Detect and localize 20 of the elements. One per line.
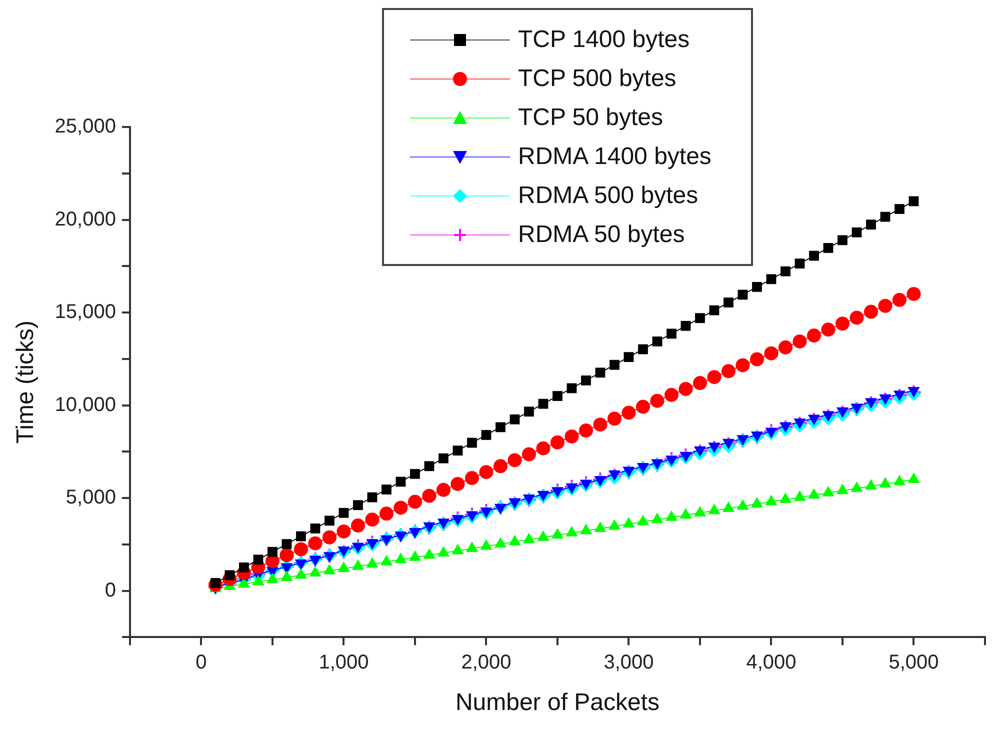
legend-label: RDMA 50 bytes	[518, 220, 685, 248]
y-tick-label: 20,000	[54, 208, 116, 230]
y-tick-label: 15,000	[54, 301, 116, 324]
legend-label: RDMA 1400 bytes	[518, 142, 712, 170]
x-tick-label: 4,000	[746, 652, 796, 674]
x-axis-title: Number of Packets	[455, 689, 660, 716]
x-tick-label: 5,000	[888, 652, 939, 674]
y-tick-label: 10,000	[54, 394, 116, 416]
x-tick-label: 2,000	[461, 652, 512, 674]
x-tick-label: 3,000	[604, 652, 654, 674]
legend-label: TCP 50 bytes	[518, 104, 663, 132]
y-tick-label: 25,000	[54, 116, 116, 138]
y-tick-label: 0	[104, 579, 116, 602]
legend-label: TCP 1400 bytes	[518, 26, 690, 54]
x-tick-label: 1,000	[318, 652, 369, 674]
y-tick-label: 5,000	[66, 486, 116, 509]
legend-label: TCP 500 bytes	[518, 64, 676, 92]
y-axis-title: Time (ticks)	[12, 320, 40, 444]
x-tick-label: 0	[196, 652, 207, 674]
legend-label: RDMA 500 bytes	[518, 182, 698, 210]
